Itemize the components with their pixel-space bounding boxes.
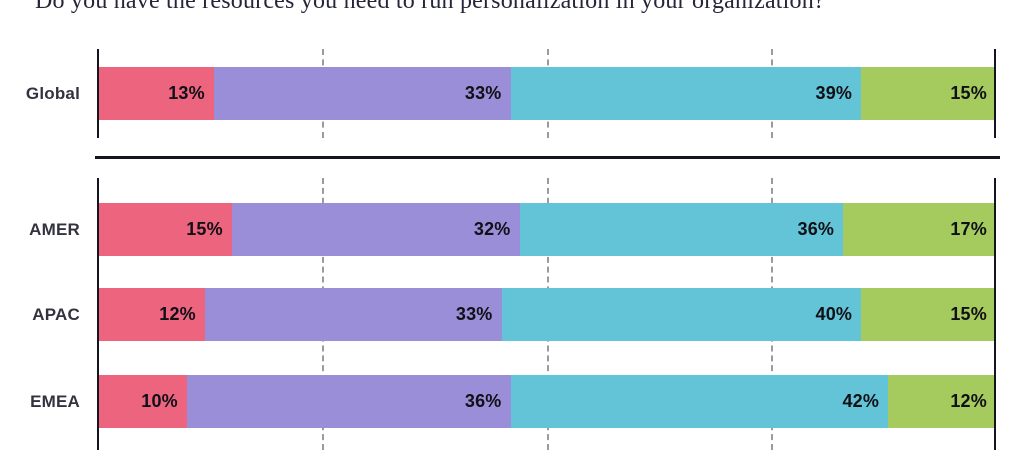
global-axis-left (97, 49, 99, 138)
bar-segment-amer-teal: 36% (519, 203, 844, 256)
bar-segment-amer-green: 17% (843, 203, 996, 256)
bar-segment-global-green: 15% (861, 67, 996, 120)
bar-segment-global-teal: 39% (510, 67, 862, 120)
bar-segment-emea-teal: 42% (510, 375, 889, 428)
stacked-bar-global: 13% 33% 39% 15% (97, 67, 996, 120)
regions-chart-section: AMER APAC EMEA 15% 32% 36% 17% 12% 33% 40% 15% 10% 3… (0, 178, 1024, 450)
segment-value-label: 39% (815, 83, 853, 103)
bar-segment-apac-teal: 40% (501, 288, 862, 341)
segment-value-label: 15% (186, 219, 223, 239)
global-chart-section: Global 13% 33% 39% 15% (0, 49, 1024, 138)
segment-value-label: 33% (455, 304, 493, 324)
stacked-bar-emea: 10% 36% 42% 12% (97, 375, 996, 428)
segment-value-label: 40% (815, 304, 853, 324)
bar-segment-amer-purple: 32% (231, 203, 520, 256)
segment-value-label: 12% (159, 304, 196, 324)
bar-segment-emea-pink: 10% (97, 375, 187, 428)
bar-segment-global-pink: 13% (97, 67, 214, 120)
segment-value-label: 32% (473, 219, 511, 239)
bar-segment-apac-purple: 33% (204, 288, 502, 341)
category-label-amer: AMER (29, 219, 80, 239)
chart-title: Do you have the resources you need to ru… (35, 0, 825, 14)
segment-value-label: 33% (464, 83, 502, 103)
regions-plot-area: 15% 32% 36% 17% 12% 33% 40% 15% 10% 36% 42% 12% (97, 178, 996, 450)
regions-axis-right (994, 178, 996, 450)
segment-value-label: 15% (950, 304, 987, 324)
bar-segment-apac-green: 15% (861, 288, 996, 341)
section-divider (95, 156, 1000, 159)
segment-value-label: 10% (141, 391, 178, 411)
bar-segment-apac-pink: 12% (97, 288, 205, 341)
stacked-bar-amer: 15% 32% 36% 17% (97, 203, 996, 256)
segment-value-label: 36% (464, 391, 502, 411)
bar-segment-global-purple: 33% (213, 67, 511, 120)
category-label-global: Global (25, 83, 80, 103)
regions-axis-left (97, 178, 99, 450)
segment-value-label: 13% (168, 83, 205, 103)
category-label-apac: APAC (32, 304, 80, 324)
category-label-emea: EMEA (30, 391, 80, 411)
segment-value-label: 42% (842, 391, 880, 411)
bar-segment-amer-pink: 15% (97, 203, 232, 256)
global-plot-area: 13% 33% 39% 15% (97, 49, 996, 138)
segment-value-label: 12% (950, 391, 987, 411)
stacked-bar-apac: 12% 33% 40% 15% (97, 288, 996, 341)
global-axis-right (994, 49, 996, 138)
segment-value-label: 17% (950, 219, 987, 239)
segment-value-label: 36% (797, 219, 835, 239)
segment-value-label: 15% (950, 83, 987, 103)
bar-segment-emea-green: 12% (888, 375, 996, 428)
bar-segment-emea-purple: 36% (186, 375, 511, 428)
